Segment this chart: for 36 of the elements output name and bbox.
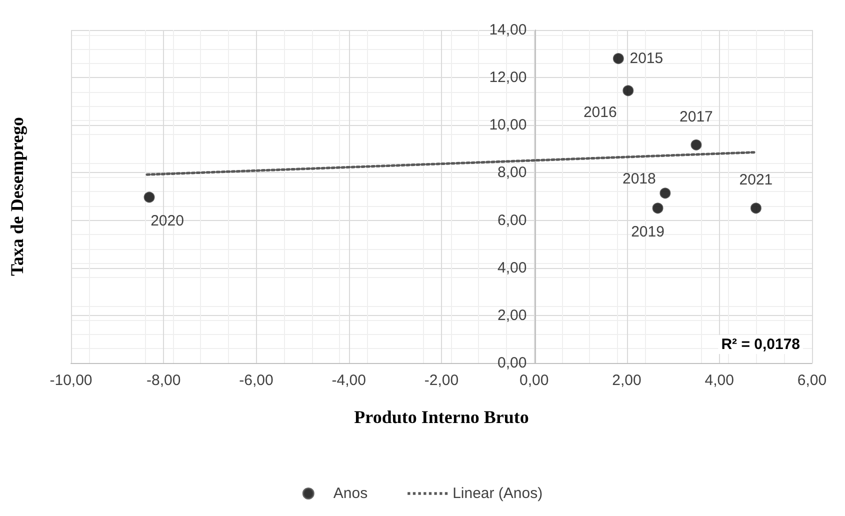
x-tick-label: -6,00 [239,372,274,389]
y-tick-label: 4,00 [498,259,527,276]
point [144,192,155,203]
y-tick-label: 6,00 [498,212,527,229]
point [622,85,634,96]
x-tick-label: -2,00 [424,372,459,389]
y-tick-label: 0,00 [498,354,527,372]
x-tick-label: 2,00 [612,372,642,389]
x-axis-title: Produto Interno Bruto [354,407,529,427]
y-tick-label: 8,00 [498,164,527,182]
x-tick-label: -10,00 [50,372,92,389]
x-tick-label: 0,00 [520,372,549,389]
point [750,202,762,214]
y-tick-label: 2,00 [498,306,527,324]
annotation: 2017 [680,108,713,126]
annotation: 2021 [739,172,773,189]
annotation: 2016 [583,104,617,122]
y-tick-label: 12,00 [489,69,527,86]
legend-label: Anos [333,485,368,502]
annotation: R² = 0,0178 [721,336,800,353]
annotation: 2015 [630,50,664,68]
x-tick-label: 6,00 [797,372,827,389]
annotation: 2019 [631,224,664,241]
x-tick-label: -4,00 [332,372,366,389]
y-tick-label: 14,00 [489,22,527,38]
x-tick-label: -8,00 [146,372,181,389]
y-axis-title: Taxa de Desemprego [7,117,27,276]
x-tick-label: 4,00 [704,372,734,389]
annotation: 2020 [150,212,184,230]
point [690,139,702,150]
point [612,53,624,64]
point [660,188,671,199]
legend-label: Linear (Anos) [452,485,543,502]
y-tick-label: 10,00 [489,116,527,134]
point [652,202,664,214]
annotation: 2018 [622,170,656,188]
